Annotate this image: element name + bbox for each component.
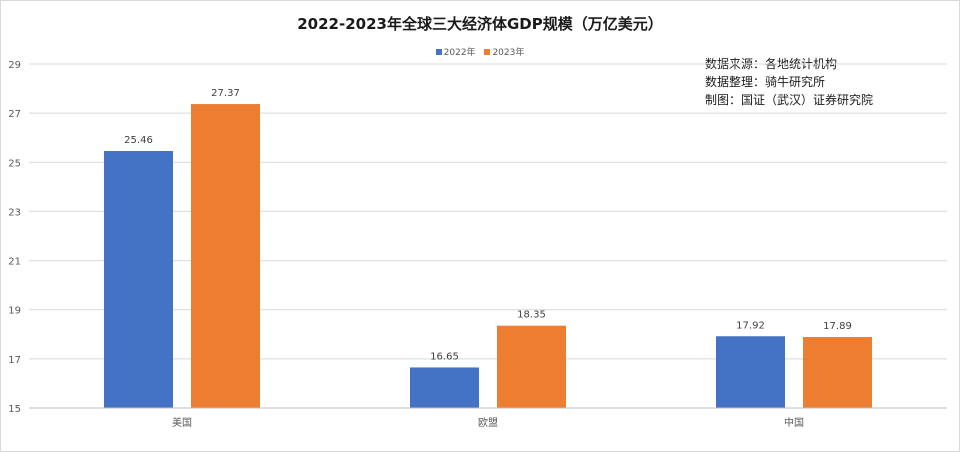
chart-title: 2022-2023年全球三大经济体GDP规模（万亿美元）	[297, 15, 663, 33]
data-label: 27.37	[211, 88, 240, 99]
bar	[191, 104, 260, 409]
legend: 2022年 2023年	[1, 45, 959, 58]
note-chart-maker: 制图：国证（武汉）证券研究院	[705, 93, 874, 107]
data-label: 16.65	[430, 351, 459, 362]
legend-swatch-2023	[484, 48, 491, 55]
data-label: 17.92	[736, 320, 765, 331]
legend-item-2023: 2023年	[484, 45, 524, 58]
y-tick-label: 17	[8, 355, 21, 366]
x-category-label: 美国	[172, 416, 192, 429]
legend-item-2022: 2022年	[435, 45, 476, 58]
note-data-compiler: 数据整理：骑牛研究所	[705, 75, 826, 89]
bar	[716, 336, 785, 408]
bar	[410, 367, 479, 408]
y-tick-label: 19	[8, 306, 21, 317]
y-tick-label: 23	[8, 207, 21, 218]
y-tick-label: 25	[8, 158, 21, 169]
legend-label-2023: 2023年	[492, 48, 525, 58]
data-label: 17.89	[823, 321, 852, 332]
x-category-label: 欧盟	[478, 417, 498, 429]
data-label: 18.35	[517, 310, 546, 321]
bar	[803, 336, 872, 408]
data-label: 25.46	[124, 135, 153, 146]
legend-swatch-2022	[435, 48, 442, 55]
y-tick-label: 21	[8, 257, 21, 268]
y-tick-label: 29	[8, 60, 21, 71]
y-tick-label: 27	[8, 109, 21, 120]
y-tick-label: 15	[8, 404, 21, 415]
legend-label-2022: 2022年	[443, 48, 476, 58]
x-category-label: 中国	[784, 416, 804, 429]
bar	[104, 150, 173, 409]
bar	[497, 325, 566, 408]
